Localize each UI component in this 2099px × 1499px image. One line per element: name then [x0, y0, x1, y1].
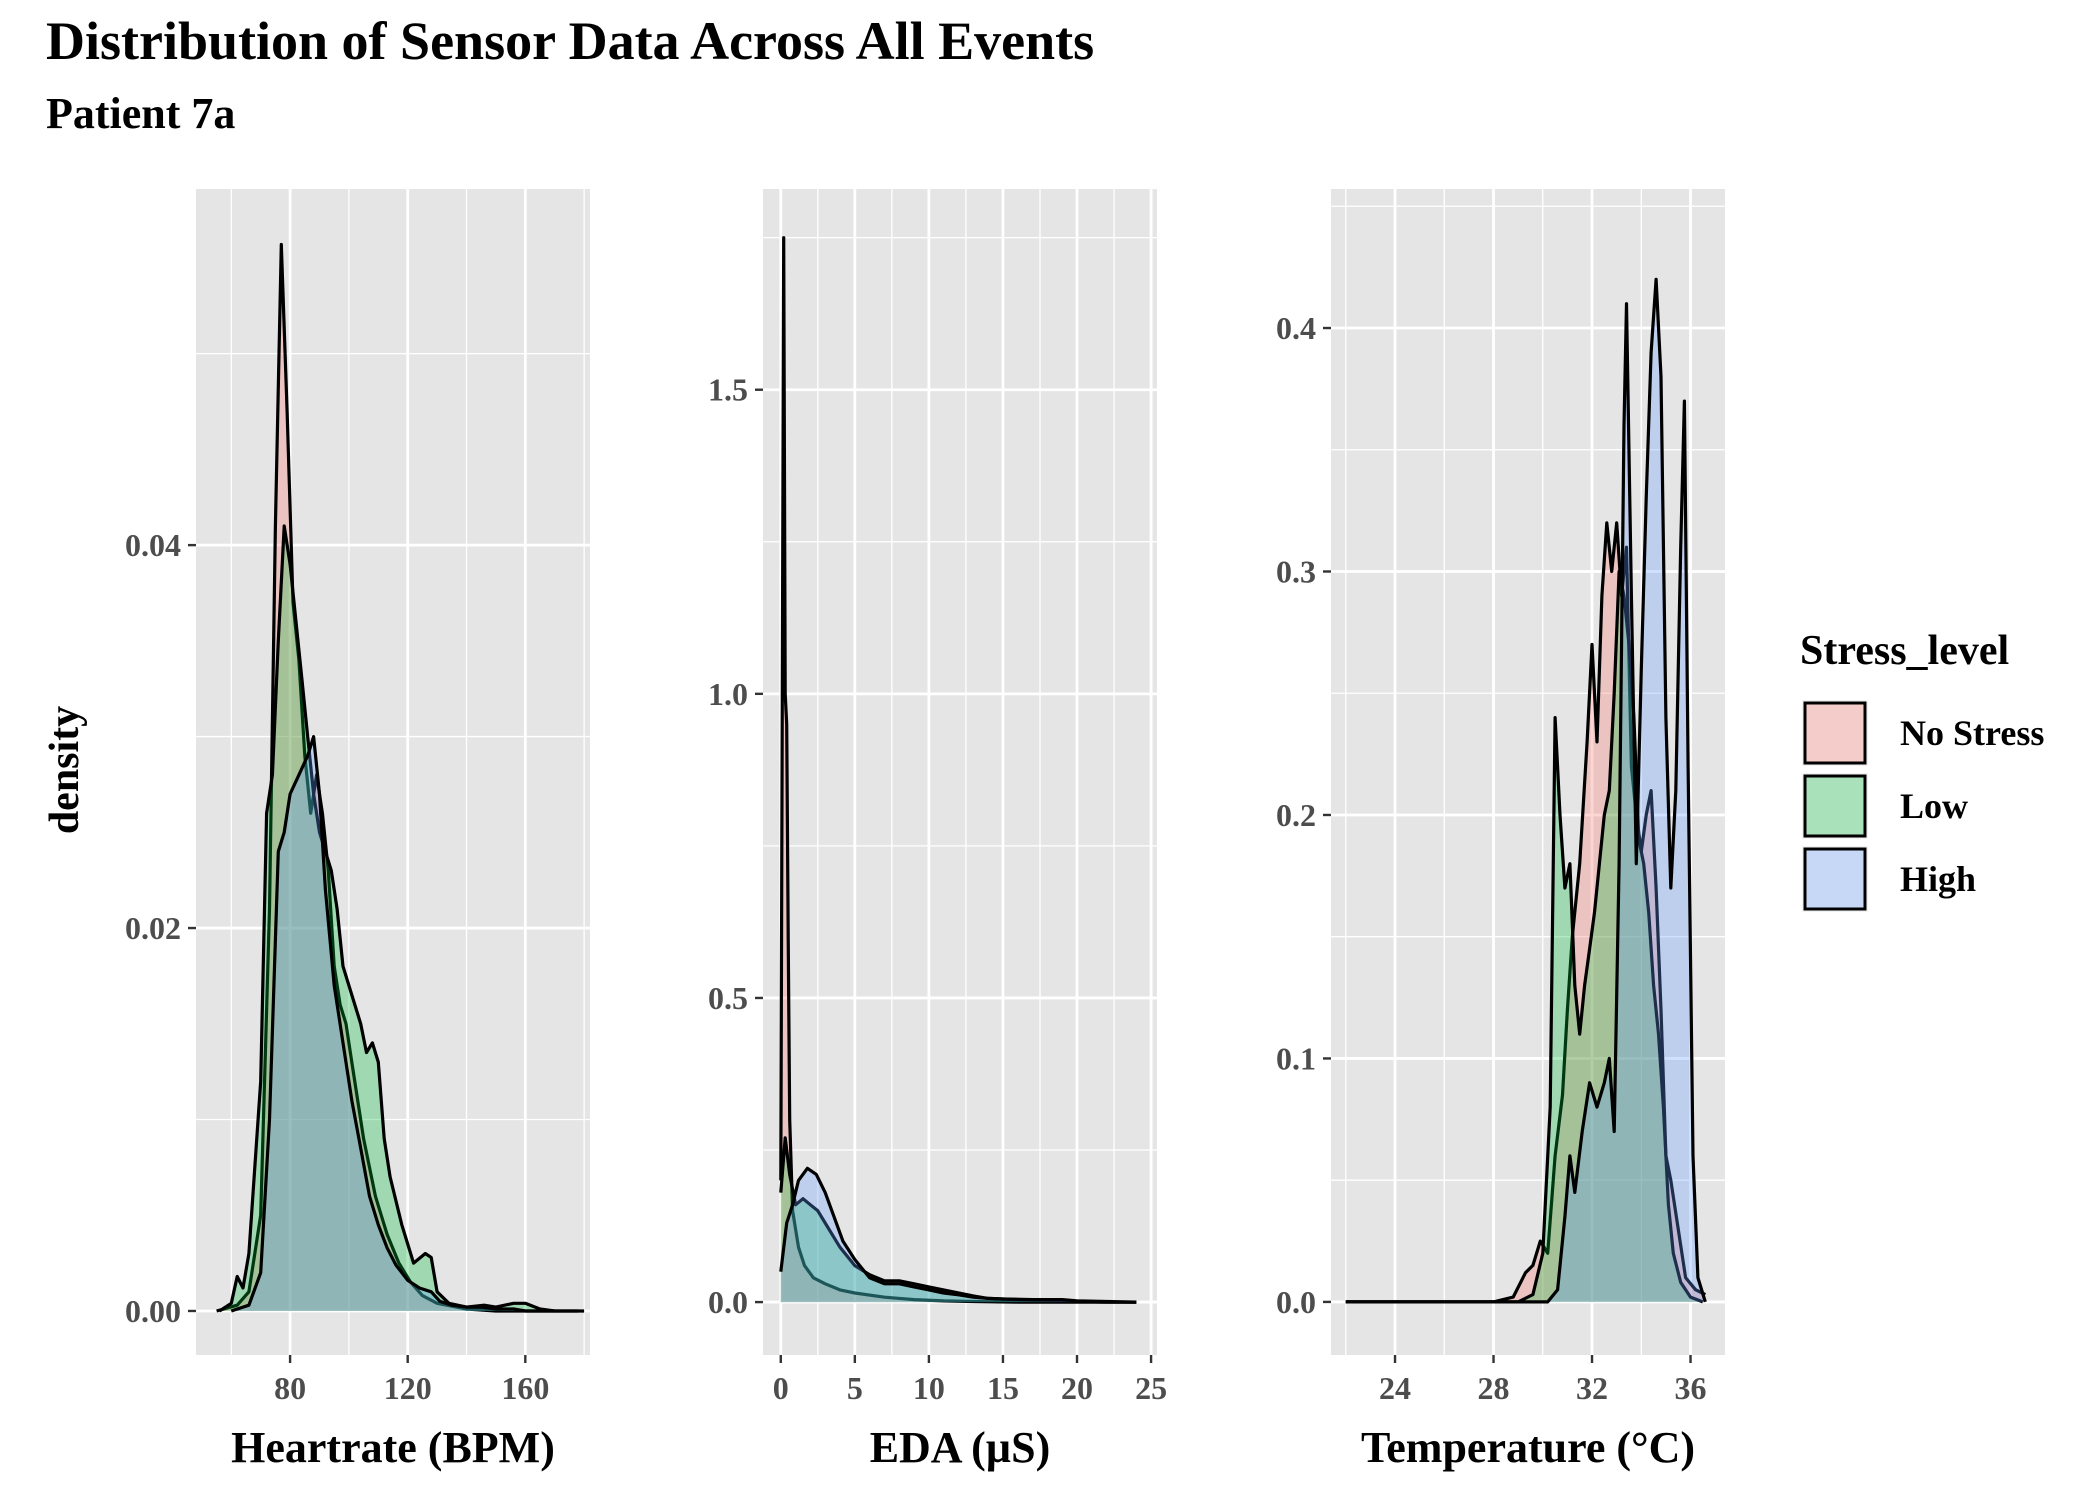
x-tick-label: 10	[913, 1370, 945, 1406]
legend-swatch	[1803, 774, 1867, 838]
legend-label: Low	[1900, 786, 1968, 826]
density-line-high	[230, 735, 585, 1313]
y-tick-label: 1.5	[708, 372, 748, 408]
x-axis-label: Temperature (°C)	[1361, 1423, 1695, 1472]
x-tick-label: 32	[1576, 1370, 1608, 1406]
x-tick-label: 160	[501, 1370, 549, 1406]
density-area-high	[780, 1168, 1137, 1303]
y-tick-label: 0.00	[125, 1293, 181, 1329]
x-tick-label: 0	[773, 1370, 789, 1406]
legend-swatch	[1803, 847, 1867, 911]
x-tick-label: 28	[1478, 1370, 1510, 1406]
y-tick-label: 0.0	[708, 1284, 748, 1320]
legend-key-background	[1802, 846, 1868, 912]
x-tick-label: 5	[847, 1370, 863, 1406]
x-tick-label: 120	[384, 1370, 432, 1406]
density-line-high	[779, 1166, 1137, 1304]
y-tick-label: 0.5	[708, 980, 748, 1016]
legend-item-no-stress: No Stress	[1802, 700, 2044, 766]
legend-item-high: High	[1802, 846, 1976, 912]
density-line-high	[1345, 277, 1707, 1304]
density-line-no-stress	[779, 236, 1137, 1304]
x-axis-label: Heartrate (BPM)	[231, 1423, 555, 1472]
y-tick-label: 0.1	[1276, 1040, 1316, 1076]
density-area-high	[231, 736, 585, 1311]
legend: Stress_level No Stress Low High	[1800, 628, 2044, 912]
legend-item-low: Low	[1802, 773, 1968, 839]
y-tick-label: 0.2	[1276, 797, 1316, 833]
density-line-low	[1345, 569, 1704, 1304]
facet-panel: 24 28 32 36 0.0 0.1 0.2 0.3 0.4 Temperature (°C)	[1276, 189, 1725, 1472]
density-area-no-stress	[216, 244, 555, 1311]
x-tick-label: 24	[1379, 1370, 1411, 1406]
facet-panels: 80 120 160 0.00 0.02 0.04 Heartrate (BPM) 0 5 10 1…	[125, 189, 1725, 1472]
x-tick-label: 20	[1061, 1370, 1093, 1406]
legend-key-background	[1802, 773, 1868, 839]
chart-subtitle: Patient 7a	[46, 89, 236, 138]
y-tick-label: 0.4	[1276, 310, 1316, 346]
x-tick-label: 80	[274, 1370, 306, 1406]
x-tick-label: 25	[1135, 1370, 1167, 1406]
x-axis-label: EDA (µS)	[870, 1423, 1051, 1472]
y-tick-label: 0.0	[1276, 1284, 1316, 1320]
legend-swatch	[1803, 701, 1867, 765]
legend-label: No Stress	[1900, 713, 2044, 753]
chart-title: Distribution of Sensor Data Across All E…	[46, 11, 1095, 71]
density-area-low	[780, 1137, 1137, 1303]
legend-key-background	[1802, 700, 1868, 766]
facet-panel: 0 5 10 15 20 25 0.0 0.5 1.0 1.5 EDA (µS)	[708, 189, 1167, 1472]
y-tick-label: 0.04	[125, 527, 181, 563]
y-tick-label: 0.02	[125, 910, 181, 946]
panel-background	[1331, 189, 1725, 1355]
x-tick-label: 15	[987, 1370, 1019, 1406]
legend-label: High	[1900, 859, 1976, 899]
legend-title: Stress_level	[1800, 628, 2009, 674]
x-tick-label: 36	[1675, 1370, 1707, 1406]
y-tick-label: 0.3	[1276, 553, 1316, 589]
panel-background	[763, 189, 1157, 1355]
density-area-low	[219, 526, 579, 1311]
facet-panel: 80 120 160 0.00 0.02 0.04 Heartrate (BPM)	[125, 189, 590, 1472]
y-axis-label: density	[42, 706, 88, 834]
y-tick-label: 1.0	[708, 676, 748, 712]
